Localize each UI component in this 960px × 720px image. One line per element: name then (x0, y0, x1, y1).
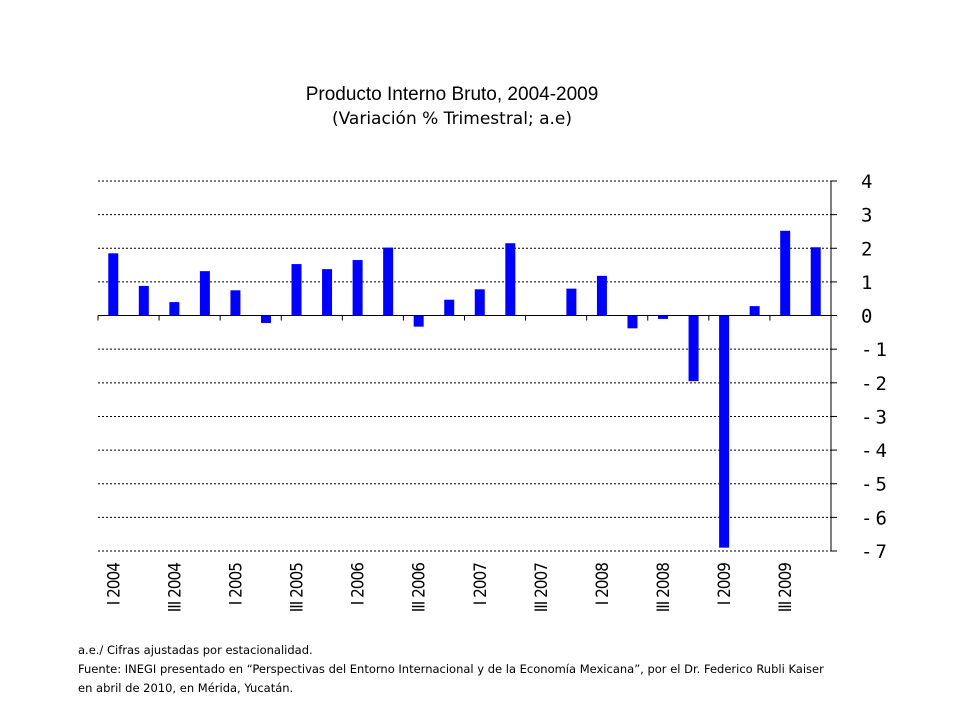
x-tick-label: I 2006 (349, 563, 369, 606)
bar-iii-2004 (169, 302, 180, 316)
y-tick-label: -3 (861, 406, 890, 428)
y-tick-label: -7 (861, 541, 890, 563)
y-tick-label: 3 (861, 205, 875, 227)
bar-i-2006 (352, 260, 363, 316)
x-tick-label: I 2008 (593, 563, 613, 606)
y-tick-label: 1 (861, 272, 875, 294)
bar-iii-2006 (413, 315, 424, 327)
y-tick-label: 2 (861, 238, 875, 260)
x-tick-label: III 2005 (288, 563, 308, 613)
bar-iii-2008 (658, 315, 669, 319)
bar-i-2009 (719, 315, 730, 548)
chart-subtitle: (Variación % Trimestral; a.e) (331, 109, 572, 129)
chart-title: Producto Interno Bruto, 2004-2009 (305, 84, 599, 105)
y-tick-label: 4 (861, 171, 875, 193)
bar-iv-2004 (199, 271, 210, 316)
bar-i-2008 (596, 275, 607, 316)
bar-iv-2005 (322, 269, 333, 316)
x-tick-label: III 2008 (654, 563, 674, 613)
bar-ii-2008 (627, 315, 638, 329)
y-tick-label: -5 (861, 474, 890, 496)
x-tick-label: I 2004 (104, 563, 124, 606)
y-tick-label: -1 (861, 339, 890, 361)
bar-ii-2009 (749, 306, 760, 316)
y-tick-label: -2 (861, 373, 890, 395)
bar-ii-2005 (260, 315, 271, 323)
y-tick-label: -4 (861, 440, 890, 462)
bar-i-2007 (474, 289, 485, 316)
bar-iv-2006 (444, 299, 455, 316)
bar-i-2005 (230, 290, 241, 316)
bar-iv-2007 (566, 288, 577, 316)
x-tick-label: I 2005 (226, 563, 246, 606)
bar-ii-2007 (505, 243, 516, 316)
bar-iii-2005 (291, 264, 302, 316)
bar-ii-2004 (138, 285, 149, 316)
x-tick-label: I 2009 (715, 563, 735, 606)
x-tick-label: III 2009 (776, 563, 796, 613)
bar-iv-2009 (810, 247, 821, 316)
y-tick-label: -6 (861, 507, 890, 529)
bar-iii-2009 (780, 230, 791, 316)
bar-ii-2006 (383, 247, 394, 316)
bar-iv-2008 (688, 315, 699, 382)
y-tick-label: 0 (861, 306, 875, 328)
x-tick-label: I 2007 (471, 563, 491, 606)
footnote-source-cont: en abril de 2010, en Mérida, Yucatán. (78, 681, 294, 695)
footnote-source: Fuente: INEGI presentado en “Perspectiva… (78, 662, 824, 676)
x-tick-label: III 2006 (410, 563, 430, 613)
bar-i-2004 (108, 253, 119, 316)
x-tick-label: III 2007 (532, 563, 552, 613)
x-tick-label: III 2004 (165, 563, 185, 613)
footnote-adjustment: a.e./ Cifras ajustadas por estacionalida… (78, 643, 313, 657)
